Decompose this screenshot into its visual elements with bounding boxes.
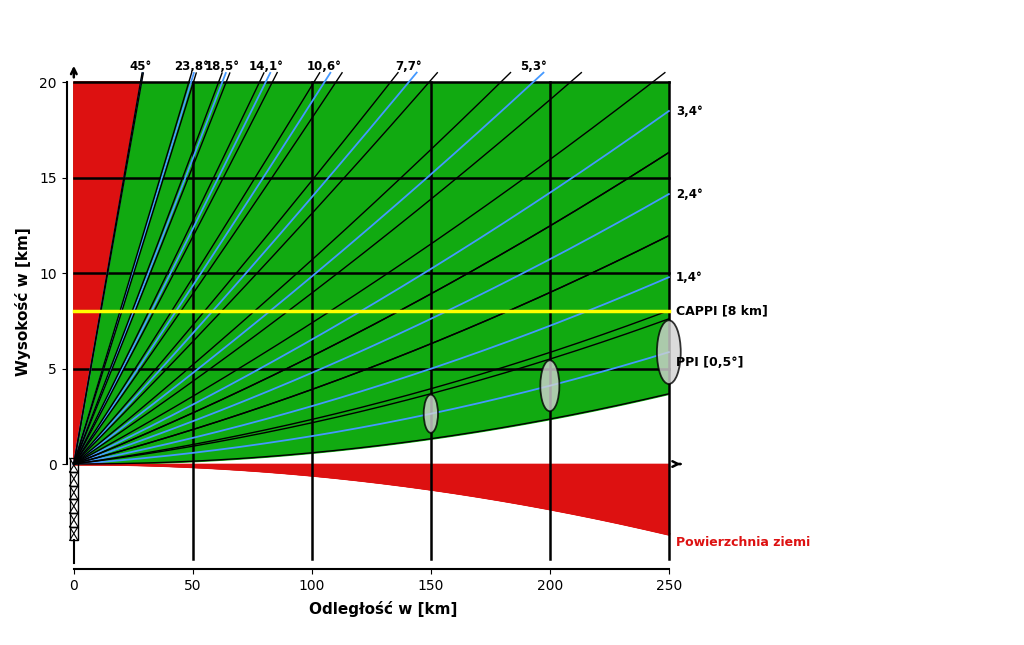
Text: 5,3°: 5,3°: [520, 59, 547, 72]
Polygon shape: [74, 82, 140, 464]
X-axis label: Odległość w [km]: Odległość w [km]: [309, 601, 458, 617]
Text: CAPPI [8 km]: CAPPI [8 km]: [676, 304, 768, 318]
Text: 2,4°: 2,4°: [676, 188, 702, 201]
Text: 3,4°: 3,4°: [676, 104, 702, 117]
Bar: [70, 472, 78, 486]
Text: 23,8°: 23,8°: [174, 59, 209, 72]
Bar: [70, 459, 78, 472]
Text: 7,7°: 7,7°: [395, 59, 422, 72]
Bar: [70, 499, 78, 513]
Text: 1,4°: 1,4°: [676, 271, 702, 284]
Text: 18,5°: 18,5°: [205, 59, 240, 72]
Text: 10,6°: 10,6°: [307, 59, 342, 72]
Bar: [70, 513, 78, 527]
Polygon shape: [74, 82, 140, 464]
Text: PPI [0,5°]: PPI [0,5°]: [676, 356, 743, 369]
Ellipse shape: [424, 395, 438, 433]
Ellipse shape: [541, 361, 559, 412]
Text: 45°: 45°: [130, 59, 153, 72]
Text: Powierzchnia ziemi: Powierzchnia ziemi: [676, 536, 810, 549]
Y-axis label: Wysokość w [km]: Wysokość w [km]: [15, 227, 31, 376]
Text: 14,1°: 14,1°: [248, 59, 284, 72]
Bar: [70, 527, 78, 541]
Bar: [70, 486, 78, 499]
Ellipse shape: [657, 321, 681, 384]
